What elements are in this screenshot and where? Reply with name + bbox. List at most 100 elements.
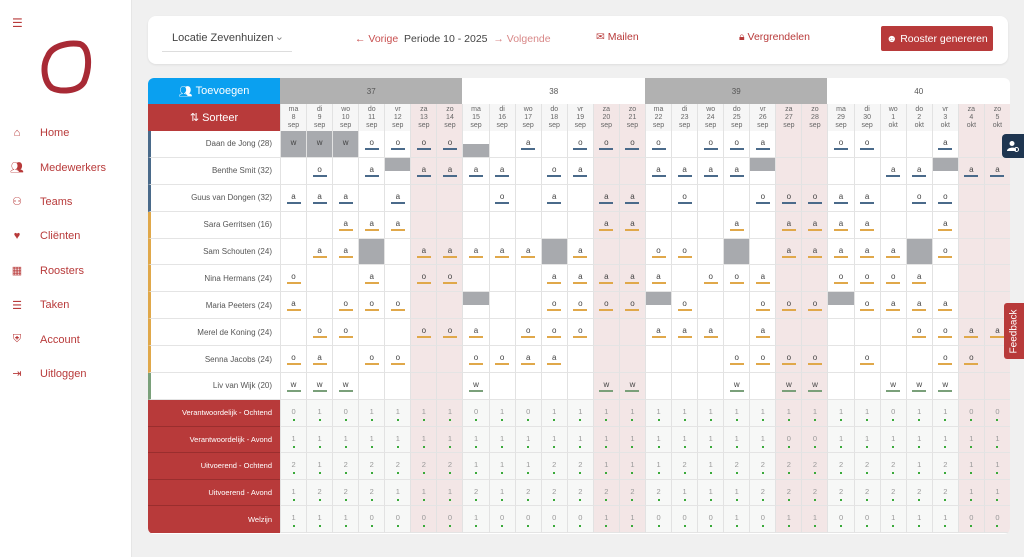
shift-cell[interactable] (827, 346, 854, 374)
shift-cell[interactable]: a (905, 157, 932, 185)
shift-cell[interactable] (671, 373, 698, 400)
shift-cell[interactable] (280, 238, 307, 266)
shift-cell[interactable]: o (749, 292, 776, 320)
shift-cell[interactable]: w (801, 373, 828, 400)
shift-cell[interactable] (644, 373, 672, 400)
shift-cell[interactable]: o (671, 292, 698, 320)
shift-cell[interactable]: a (618, 265, 645, 293)
shift-cell[interactable] (514, 292, 541, 320)
shift-cell[interactable]: o (931, 184, 958, 212)
shift-cell[interactable]: a (618, 211, 645, 239)
sort-button[interactable]: ⇅ Sorteer (148, 104, 280, 131)
shift-cell[interactable]: a (488, 157, 515, 185)
shift-cell[interactable] (462, 292, 489, 320)
shift-cell[interactable]: o (671, 238, 698, 266)
shift-cell[interactable]: a (384, 184, 411, 212)
shift-cell[interactable]: o (540, 292, 567, 320)
shift-cell[interactable] (436, 373, 463, 400)
shift-cell[interactable]: a (749, 265, 776, 293)
shift-cell[interactable]: a (775, 211, 802, 239)
shift-cell[interactable]: w (306, 373, 333, 400)
shift-cell[interactable]: a (749, 131, 776, 158)
shift-cell[interactable] (436, 184, 463, 212)
shift-cell[interactable]: o (358, 292, 385, 320)
shift-cell[interactable]: a (827, 184, 854, 212)
shift-cell[interactable]: o (592, 292, 619, 320)
shift-cell[interactable] (801, 265, 828, 293)
shift-cell[interactable]: w (462, 373, 489, 400)
shift-cell[interactable]: a (332, 238, 359, 266)
shift-cell[interactable] (592, 157, 619, 185)
shift-cell[interactable]: a (879, 157, 906, 185)
shift-cell[interactable] (671, 211, 698, 239)
employee-name[interactable]: Liv van Wijk (20) (148, 373, 280, 400)
shift-cell[interactable] (905, 131, 932, 158)
shift-cell[interactable]: o (723, 131, 750, 158)
shift-cell[interactable] (644, 346, 672, 374)
shift-cell[interactable] (306, 292, 333, 320)
shift-cell[interactable]: o (410, 131, 437, 158)
shift-cell[interactable] (879, 184, 906, 212)
shift-cell[interactable] (644, 211, 672, 239)
employee-name[interactable]: Nina Hermans (24) (148, 265, 280, 293)
shift-cell[interactable]: a (540, 346, 567, 374)
location-select[interactable]: Locatie Zevenhuizen ⌄ (162, 28, 292, 52)
sidebar-item-roosters[interactable]: ▦ Roosters (0, 254, 132, 288)
shift-cell[interactable] (905, 238, 932, 266)
sidebar-item-home[interactable]: ⌂ Home (0, 116, 132, 150)
shift-cell[interactable] (280, 319, 307, 347)
shift-cell[interactable] (879, 319, 906, 347)
shift-cell[interactable] (957, 211, 984, 239)
shift-cell[interactable] (957, 265, 984, 293)
shift-cell[interactable]: o (488, 184, 515, 212)
shift-cell[interactable] (983, 211, 1010, 239)
shift-cell[interactable] (280, 211, 307, 239)
shift-cell[interactable] (697, 238, 724, 266)
shift-cell[interactable] (879, 211, 906, 239)
generate-roster-button[interactable]: ☻ Rooster genereren (881, 26, 993, 51)
shift-cell[interactable]: a (280, 184, 307, 212)
shift-cell[interactable] (566, 346, 593, 374)
shift-cell[interactable]: o (436, 319, 463, 347)
shift-cell[interactable] (697, 346, 724, 374)
shift-cell[interactable]: a (905, 292, 932, 320)
shift-cell[interactable] (566, 211, 593, 239)
shift-cell[interactable] (488, 292, 515, 320)
shift-cell[interactable]: o (697, 265, 724, 293)
shift-cell[interactable]: o (853, 131, 880, 158)
employee-name[interactable]: Sara Gerritsen (16) (148, 211, 280, 239)
employee-name[interactable]: Senna Jacobs (24) (148, 346, 280, 374)
shift-cell[interactable]: o (644, 131, 672, 158)
shift-cell[interactable]: a (775, 238, 802, 266)
shift-cell[interactable]: o (853, 346, 880, 374)
shift-cell[interactable]: a (566, 157, 593, 185)
shift-cell[interactable] (749, 373, 776, 400)
shift-cell[interactable]: a (410, 238, 437, 266)
shift-cell[interactable]: o (853, 265, 880, 293)
shift-cell[interactable]: o (306, 319, 333, 347)
sidebar-item-uitloggen[interactable]: ⇥ Uitloggen (0, 357, 132, 391)
shift-cell[interactable] (957, 373, 984, 400)
shift-cell[interactable]: a (566, 265, 593, 293)
shift-cell[interactable] (775, 157, 802, 185)
shift-cell[interactable]: a (462, 319, 489, 347)
shift-cell[interactable]: a (879, 292, 906, 320)
shift-cell[interactable]: w (592, 373, 619, 400)
shift-cell[interactable] (905, 211, 932, 239)
shift-cell[interactable] (462, 211, 489, 239)
shift-cell[interactable]: o (723, 346, 750, 374)
shift-cell[interactable] (540, 238, 567, 266)
shift-cell[interactable]: o (775, 292, 802, 320)
shift-cell[interactable]: o (671, 184, 698, 212)
shift-cell[interactable] (280, 157, 307, 185)
shift-cell[interactable]: o (775, 346, 802, 374)
shift-cell[interactable]: w (879, 373, 906, 400)
shift-cell[interactable]: a (749, 319, 776, 347)
shift-cell[interactable] (332, 265, 359, 293)
shift-cell[interactable]: o (801, 292, 828, 320)
shift-cell[interactable]: a (358, 211, 385, 239)
shift-cell[interactable] (671, 265, 698, 293)
shift-cell[interactable]: o (931, 346, 958, 374)
shift-cell[interactable]: a (644, 319, 672, 347)
shift-cell[interactable]: o (514, 319, 541, 347)
